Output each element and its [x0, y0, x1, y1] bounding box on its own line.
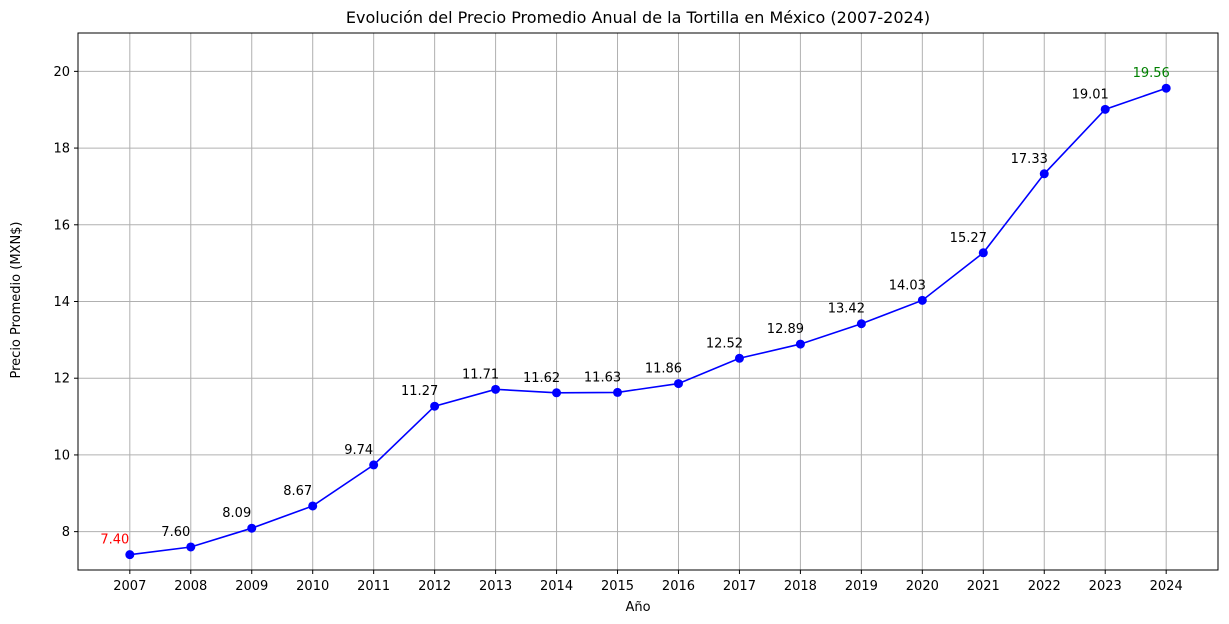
data-point [186, 542, 196, 552]
data-label: 11.86 [645, 362, 682, 377]
data-label: 7.60 [161, 525, 190, 540]
data-point [430, 401, 440, 411]
data-point [795, 339, 805, 349]
data-point [247, 523, 257, 533]
y-tick-label: 8 [62, 525, 70, 540]
data-point [917, 295, 927, 305]
data-point [734, 353, 744, 363]
data-point [1161, 83, 1171, 93]
data-label: 13.42 [828, 302, 865, 317]
data-label: 14.03 [889, 278, 926, 293]
data-point [673, 379, 683, 389]
x-tick-label: 2012 [418, 579, 451, 594]
data-point [125, 550, 135, 560]
data-point [1039, 169, 1049, 179]
x-tick-label: 2024 [1150, 579, 1183, 594]
x-tick-label: 2017 [723, 579, 756, 594]
x-tick-label: 2022 [1028, 579, 1061, 594]
x-tick-label: 2008 [174, 579, 207, 594]
x-tick-label: 2020 [906, 579, 939, 594]
data-label: 19.56 [1133, 66, 1170, 81]
data-label: 11.71 [462, 367, 499, 382]
y-tick-label: 14 [53, 295, 70, 310]
y-tick-label: 20 [53, 65, 70, 80]
grid [78, 33, 1218, 570]
x-tick-label: 2019 [845, 579, 878, 594]
data-point [491, 384, 501, 394]
series-layer [125, 83, 1171, 560]
x-tick-label: 2007 [113, 579, 146, 594]
data-point [369, 460, 379, 470]
data-label: 9.74 [344, 443, 373, 458]
y-tick-label: 18 [53, 142, 70, 157]
y-axis-label: Precio Promedio (MXN$) [9, 221, 24, 378]
x-axis-label: Año [625, 600, 650, 615]
data-label: 11.27 [401, 384, 438, 399]
x-tick-label: 2011 [357, 579, 390, 594]
data-label: 11.63 [584, 370, 621, 385]
chart-title: Evolución del Precio Promedio Anual de l… [346, 8, 930, 27]
y-tick-label: 12 [53, 372, 70, 387]
x-tick-label: 2018 [784, 579, 817, 594]
x-tick-label: 2015 [601, 579, 634, 594]
x-tick-label: 2023 [1089, 579, 1122, 594]
data-label: 8.67 [283, 484, 312, 499]
data-label: 12.89 [767, 322, 804, 337]
x-tick-label: 2021 [967, 579, 1000, 594]
series-line [129, 87, 1167, 556]
data-label: 12.52 [706, 336, 743, 351]
y-tick-label: 10 [53, 448, 70, 463]
data-point [978, 248, 988, 258]
x-tick-label: 2009 [235, 579, 268, 594]
data-label: 7.40 [100, 533, 129, 548]
x-tick-label: 2013 [479, 579, 512, 594]
data-point [1100, 104, 1110, 114]
data-point [308, 501, 318, 511]
x-tick-label: 2010 [296, 579, 329, 594]
x-tick-label: 2014 [540, 579, 573, 594]
x-tick-label: 2016 [662, 579, 695, 594]
data-label: 17.33 [1011, 152, 1048, 167]
data-point [552, 388, 562, 398]
data-label: 11.62 [523, 371, 560, 386]
data-point [613, 387, 623, 397]
data-labels: 7.40 7.60 8.09 8.67 9.74 11.27 11.71 11.62 11.63… [100, 66, 1169, 547]
data-point [856, 319, 866, 329]
data-label: 19.01 [1072, 87, 1109, 102]
data-label: 15.27 [950, 231, 987, 246]
axis-ticks: 2007 2008 2009 2010 2011 2012 2013 2014 2015 2016… [53, 65, 1182, 594]
y-tick-label: 16 [53, 218, 70, 233]
data-label: 8.09 [222, 506, 251, 521]
